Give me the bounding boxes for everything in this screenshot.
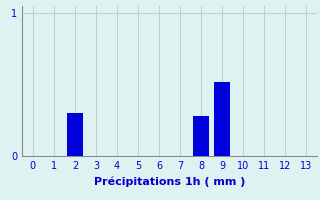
Bar	[67, 113, 83, 156]
X-axis label: Précipitations 1h ( mm ): Précipitations 1h ( mm )	[94, 176, 245, 187]
Bar	[193, 116, 209, 156]
Bar	[214, 82, 230, 156]
